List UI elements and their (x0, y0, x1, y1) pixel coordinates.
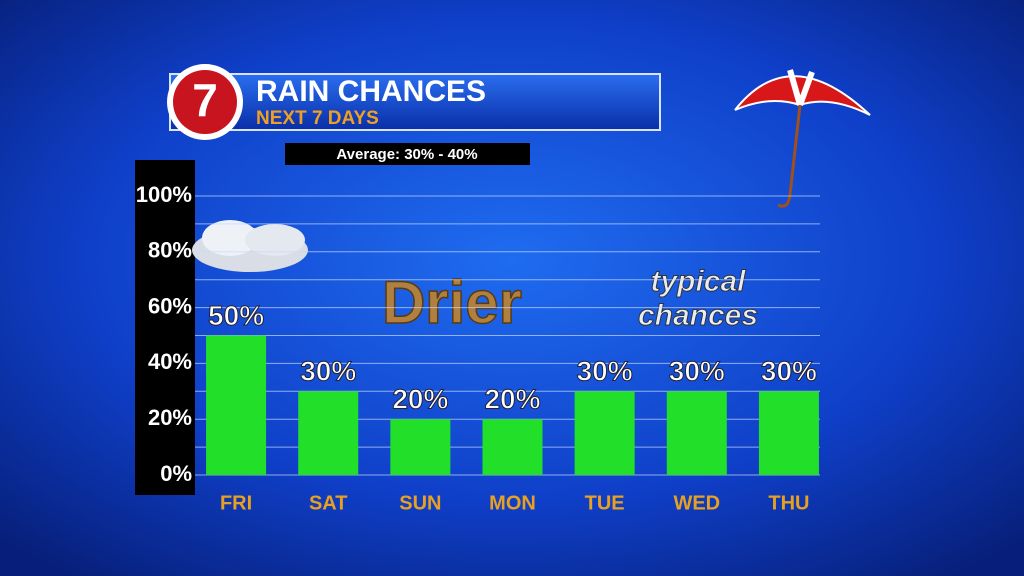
y-tick-label: 80% (148, 238, 192, 263)
y-tick-label: 40% (148, 349, 192, 374)
x-tick-label: WED (673, 492, 720, 514)
axis-strip (135, 160, 195, 495)
value-label: 50% (208, 300, 264, 331)
x-tick-label: THU (768, 492, 809, 514)
value-label: 30% (669, 356, 725, 387)
y-tick-label: 20% (148, 405, 192, 430)
typical-note: chances (638, 299, 758, 332)
logo-text: 7 (192, 74, 218, 126)
value-label: 20% (392, 384, 448, 415)
y-tick-label: 100% (136, 182, 192, 207)
bar (390, 419, 451, 475)
drier-note: Drier (382, 269, 522, 336)
chart-subtitle: NEXT 7 DAYS (256, 108, 379, 129)
bar (574, 391, 635, 475)
value-label: 30% (300, 356, 356, 387)
bar (482, 419, 543, 475)
x-tick-label: FRI (220, 492, 252, 514)
title-box (169, 73, 661, 131)
x-tick-label: MON (489, 492, 536, 514)
typical-note: typical (650, 265, 746, 298)
value-label: 30% (577, 356, 633, 387)
chart-title: RAIN CHANCES (256, 75, 486, 108)
x-tick-label: SAT (309, 492, 348, 514)
value-label: 20% (484, 384, 540, 415)
bar (298, 391, 359, 475)
average-note: Average: 30% - 40% (336, 146, 477, 163)
bar (758, 391, 819, 475)
average-box (285, 143, 530, 165)
umbrella-icon (734, 69, 871, 208)
y-tick-label: 0% (160, 461, 192, 486)
x-tick-label: TUE (585, 492, 625, 514)
y-tick-label: 60% (148, 293, 192, 318)
bar (206, 335, 267, 475)
value-label: 30% (761, 356, 817, 387)
cloud-icon (192, 220, 308, 272)
x-tick-label: SUN (399, 492, 441, 514)
logo (173, 70, 237, 134)
bar (666, 391, 727, 475)
